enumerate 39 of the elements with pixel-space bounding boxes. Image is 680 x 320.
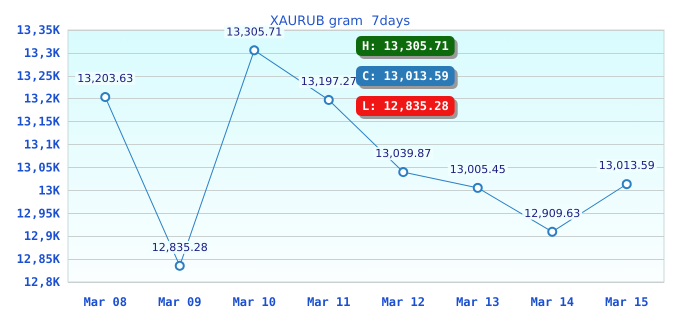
x-tick-label: Mar 12 [382,295,425,309]
point [547,226,558,237]
annotation: C: 13,013.59 [362,69,449,83]
y-tick-label: 12,95K [16,206,61,220]
x-tick-label: Mar 10 [232,295,276,309]
x-tick-label: Mar 14 [530,295,574,309]
y-tick-label: 13,1K [24,138,61,152]
data-label: 13,203.63 [77,72,134,86]
point [622,179,632,190]
point [398,167,408,178]
point [472,182,483,193]
x-tick-label: Mar 08 [84,295,127,309]
data-label: 12,835.28 [152,240,208,254]
y-tick-label: 13,25K [16,68,61,83]
x-tick-label: Mar 11 [307,295,350,309]
point [324,94,334,105]
data-label: 12,909.63 [524,206,580,220]
y-tick-label: 13,35K [16,23,61,37]
y-tick-label: 13,3K [24,46,61,60]
data-label: 13,005.45 [450,162,506,176]
point [174,260,185,271]
y-tick-label: 13,15K [16,114,61,129]
y-tick-label: 12,9K [24,229,61,244]
y-tick-label: 13K [38,183,61,198]
y-tick-label: 13,05K [16,160,61,174]
y-tick-label: 12,85K [16,252,61,266]
y-tick-label: 13,2K [24,92,61,106]
x-tick-label: Mar 09 [158,295,202,309]
point [249,45,260,56]
y-tick-label: 12,8K [24,275,61,289]
data-label: 13,305.71 [226,25,282,38]
point [100,92,110,102]
x-tick-label: Mar 13 [456,295,500,309]
data-label: 13,197.27 [300,74,357,88]
annotation: L: 12,835.28 [362,99,449,113]
annotation: H: 13,305.71 [362,39,449,53]
data-label: 13,013.59 [598,159,655,172]
x-tick-label: Mar 15 [605,295,648,309]
data-label: 13,039.87 [375,147,432,160]
